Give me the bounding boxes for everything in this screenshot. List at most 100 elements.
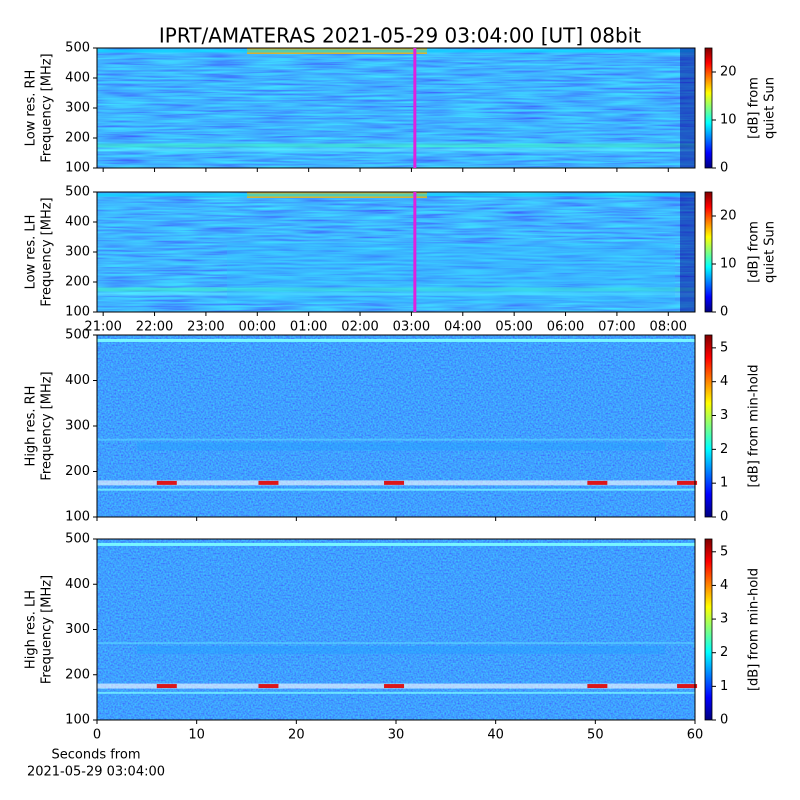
colorbar-label: quiet Sun [763, 221, 778, 283]
emission-band [97, 292, 695, 296]
figure-title: IPRT/AMATERAS 2021-05-29 03:04:00 [UT] 0… [159, 24, 641, 48]
colorbar-tick-label: 20 [720, 65, 737, 80]
x-tick-label: 22:00 [136, 320, 173, 335]
x-tick-label: 30 [388, 728, 405, 743]
y-tick-label: 300 [65, 101, 90, 116]
x-tick-label: 23:00 [187, 320, 224, 335]
colorbar-label: [dB] from [747, 77, 762, 139]
y-tick-label: 200 [65, 131, 90, 146]
y-axis-label: Frequency [MHz] [40, 371, 55, 480]
x-tick-label: 04:00 [444, 320, 481, 335]
emission-band [97, 338, 695, 342]
y-tick-label: 200 [65, 464, 90, 479]
y-tick-label: 400 [65, 215, 90, 230]
emission-band [384, 480, 405, 485]
colorbar-label: [dB] from [747, 221, 762, 283]
colorbar-tick-label: 3 [720, 408, 728, 423]
emission-band [258, 684, 279, 689]
colorbar-tick-label: 5 [720, 544, 728, 559]
spectrogram [97, 48, 695, 168]
emission-band [97, 488, 695, 491]
y-axis-label: Low res. RH [24, 70, 39, 147]
y-axis-label: Frequency [MHz] [40, 53, 55, 162]
colorbar-label: [dB] from min-hold [747, 568, 762, 691]
x-axis-label: Seconds from [51, 748, 140, 763]
emission-band [137, 442, 665, 451]
y-axis-label: Frequency [MHz] [40, 197, 55, 306]
colorbar-tick-label: 1 [720, 679, 728, 694]
y-axis-label: High res. LH [24, 590, 39, 669]
x-tick-label: 10 [188, 728, 205, 743]
emission-band [677, 480, 698, 485]
x-tick-label: 08:00 [650, 320, 687, 335]
emission-band [156, 684, 177, 689]
emission-band [587, 684, 608, 689]
x-tick-label: 21:00 [84, 320, 121, 335]
colorbar-tick-label: 5 [720, 340, 728, 355]
emission-band [587, 480, 608, 485]
emission-band [227, 243, 675, 303]
y-tick-label: 500 [65, 185, 90, 200]
edge-band [680, 192, 695, 312]
y-tick-label: 100 [65, 510, 90, 525]
colorbar-tick-label: 10 [720, 113, 737, 128]
colorbar-tick-label: 3 [720, 612, 728, 627]
x-tick-label: 03:00 [393, 320, 430, 335]
edge-band [680, 48, 695, 168]
emission-band [97, 49, 695, 53]
emission-band [677, 684, 698, 689]
x-tick-label: 05:00 [495, 320, 532, 335]
emission-band [97, 642, 695, 645]
y-tick-label: 500 [65, 328, 90, 343]
x-tick-label: 50 [587, 728, 604, 743]
colorbar-tick-label: 10 [720, 257, 737, 272]
emission-band [384, 684, 405, 689]
emission-band [97, 542, 695, 546]
emission-band [97, 143, 695, 148]
y-tick-label: 300 [65, 419, 90, 434]
x-tick-label: 02:00 [341, 320, 378, 335]
x-tick-label: 20 [288, 728, 305, 743]
colorbar [704, 334, 713, 518]
emission-band [97, 691, 695, 694]
colorbar [704, 538, 713, 721]
y-tick-label: 400 [65, 71, 90, 86]
y-tick-label: 200 [65, 275, 90, 290]
colorbar [704, 191, 713, 313]
colorbar-tick-label: 4 [720, 578, 728, 593]
colorbar-tick-label: 0 [720, 713, 728, 728]
y-tick-label: 300 [65, 622, 90, 637]
emission-band [258, 480, 279, 485]
spectrogram [97, 539, 695, 720]
colorbar-tick-label: 4 [720, 374, 728, 389]
colorbar [704, 47, 713, 169]
y-tick-label: 100 [65, 161, 90, 176]
x-tick-label: 40 [487, 728, 504, 743]
colorbar-tick-label: 2 [720, 442, 728, 457]
colorbar-tick-label: 0 [720, 305, 728, 320]
x-tick-label: 07:00 [598, 320, 635, 335]
y-axis-label: Low res. LH [24, 215, 39, 290]
y-tick-label: 200 [65, 667, 90, 682]
emission-band [137, 645, 665, 654]
x-tick-label: 01:00 [290, 320, 327, 335]
x-tick-label: 0 [93, 728, 101, 743]
emission-band [97, 287, 695, 292]
x-tick-label: 06:00 [547, 320, 584, 335]
y-tick-label: 400 [65, 373, 90, 388]
emission-band [156, 480, 177, 485]
y-tick-label: 100 [65, 305, 90, 320]
x-axis-label: 2021-05-29 03:04:00 [27, 765, 165, 780]
y-tick-label: 500 [65, 41, 90, 56]
colorbar-label: [dB] from min-hold [747, 364, 762, 487]
y-tick-label: 500 [65, 532, 90, 547]
y-tick-label: 300 [65, 245, 90, 260]
y-axis-label: High res. RH [24, 386, 39, 467]
colorbar-tick-label: 0 [720, 510, 728, 525]
colorbar-tick-label: 0 [720, 161, 728, 176]
colorbar-tick-label: 1 [720, 476, 728, 491]
emission-band [97, 148, 695, 152]
colorbar-tick-label: 20 [720, 209, 737, 224]
spectrogram [97, 192, 695, 312]
